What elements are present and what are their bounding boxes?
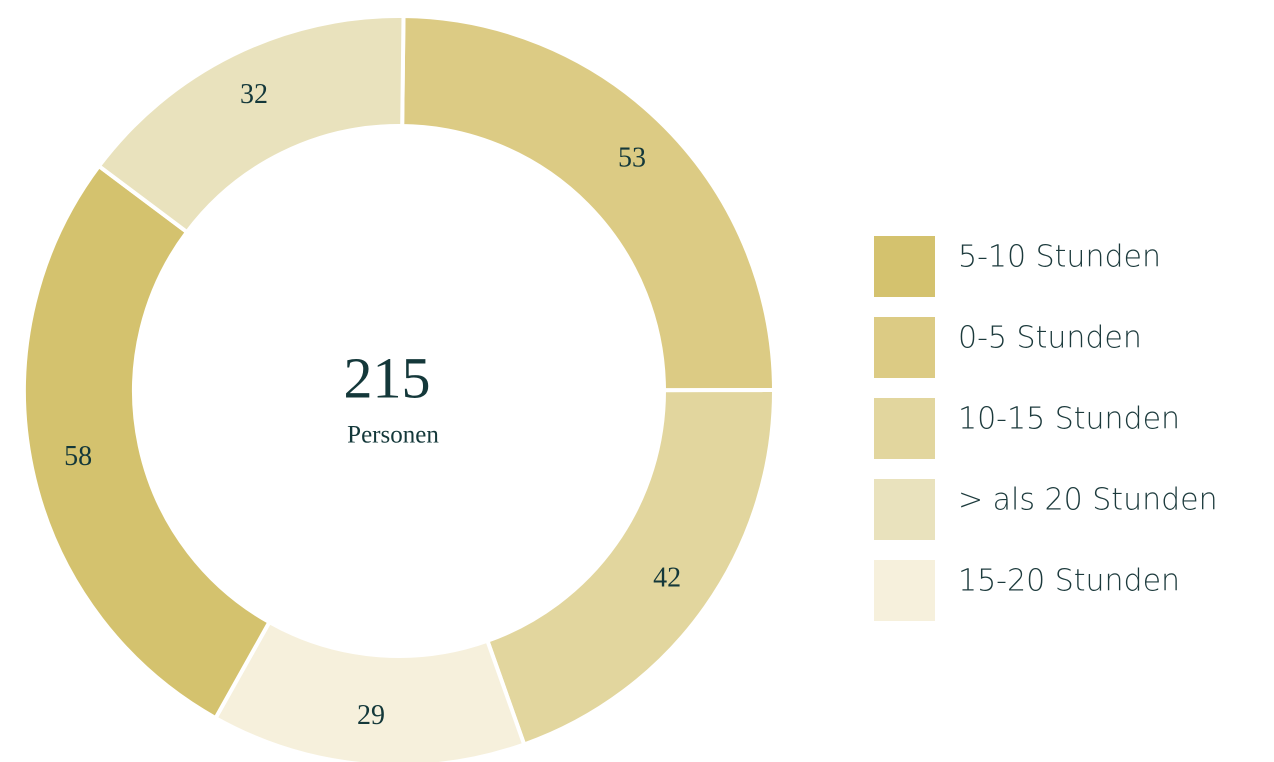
legend-swatch <box>874 479 935 540</box>
donut-slice <box>96 14 406 235</box>
data-label: 53 <box>618 143 646 174</box>
legend-label: > als 20 Stunden <box>958 483 1218 518</box>
donut-slice <box>212 619 527 762</box>
legend-label: 0-5 Stunden <box>958 321 1142 356</box>
center-value: 215 <box>344 345 431 410</box>
legend-swatch <box>874 560 935 621</box>
center-label: Personen <box>347 422 439 449</box>
legend-swatch <box>874 398 935 459</box>
legend-swatch <box>874 317 935 378</box>
donut-slice <box>22 163 273 721</box>
data-label: 32 <box>240 79 268 110</box>
donut-slice <box>400 14 777 393</box>
donut-slice <box>484 387 776 748</box>
legend-label: 15-20 Stunden <box>958 564 1180 599</box>
legend-swatch <box>874 236 935 297</box>
data-label: 42 <box>653 562 681 593</box>
legend-label: 5-10 Stunden <box>958 240 1161 275</box>
data-label: 29 <box>357 700 385 731</box>
data-label: 58 <box>64 441 92 472</box>
legend-label: 10-15 Stunden <box>958 402 1180 437</box>
